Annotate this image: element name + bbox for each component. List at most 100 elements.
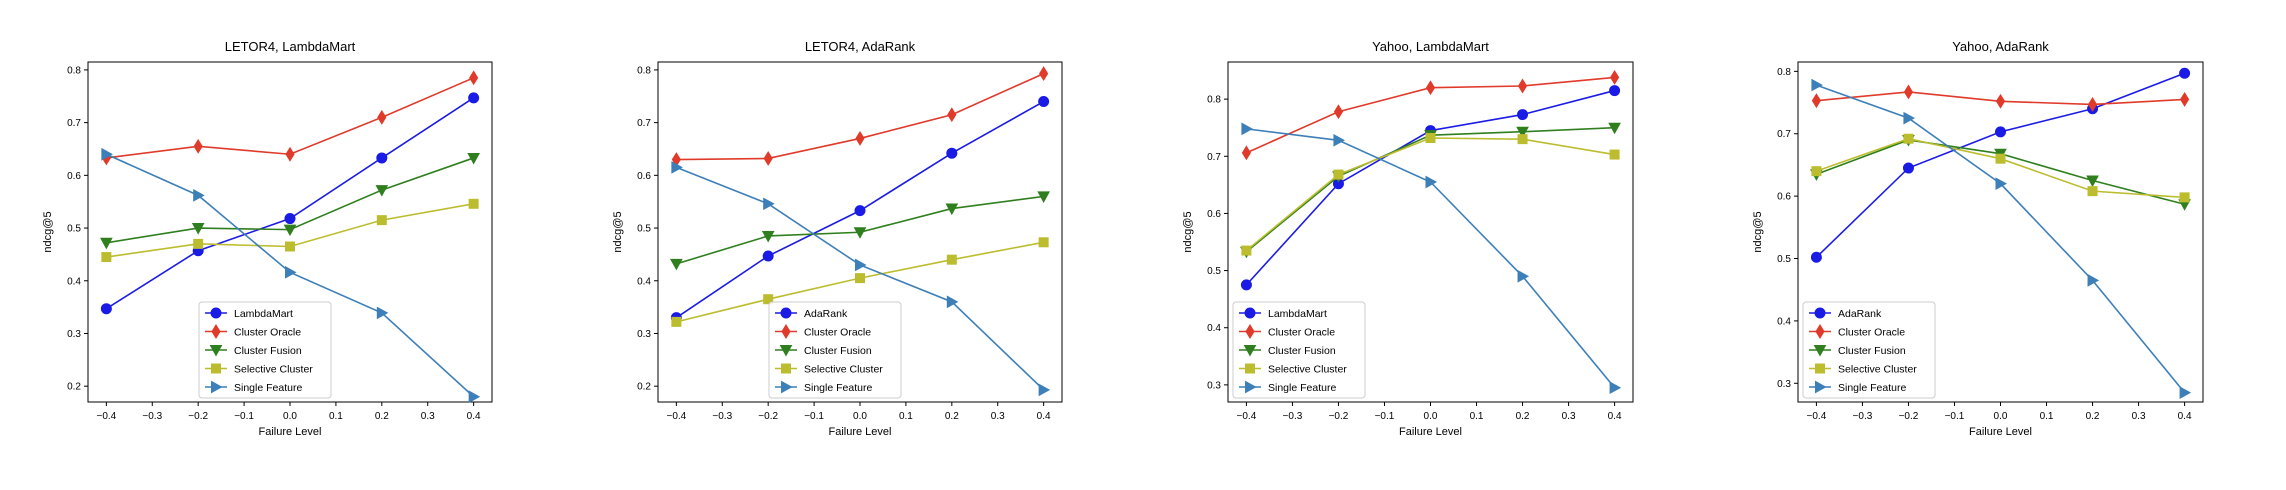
legend-item: Selective Cluster <box>1239 363 1347 375</box>
y-tick-label: 0.7 <box>1777 129 1791 140</box>
data-point <box>2087 96 2098 112</box>
series-line <box>1816 137 2185 199</box>
data-point <box>2179 386 2192 399</box>
legend-label: Cluster Oracle <box>1838 326 1905 338</box>
data-point <box>468 390 481 404</box>
data-point <box>468 198 479 209</box>
legend-label: LambdaMart <box>234 308 293 320</box>
data-point <box>854 205 866 217</box>
data-point <box>855 130 865 146</box>
data-point <box>467 152 480 165</box>
x-tick-label: 0.4 <box>1037 411 1051 422</box>
legend-label: Cluster Fusion <box>234 345 302 357</box>
legend-item: Cluster Fusion <box>775 345 872 357</box>
series-single-feature <box>101 147 481 404</box>
legend-label: Cluster Fusion <box>1268 345 1336 357</box>
legend-label: Cluster Oracle <box>234 326 301 338</box>
y-tick-label: 0.6 <box>637 171 651 182</box>
data-point <box>1995 153 2006 164</box>
legend-label: Single Feature <box>804 382 872 394</box>
y-tick-label: 0.6 <box>1777 192 1791 203</box>
legend-item: Cluster Oracle <box>205 324 301 339</box>
data-point <box>1517 269 1530 283</box>
chart-panel: Yahoo, LambdaMart −0.4 −0.3 −0.2 −0.1 0.0 0.1 0… <box>1182 39 1634 438</box>
x-tick-label: −0.1 <box>1945 411 1965 422</box>
legend-marker <box>780 307 792 319</box>
data-point <box>101 252 112 263</box>
x-tick-label: −0.1 <box>234 411 254 422</box>
series-line <box>676 72 1044 161</box>
legend-marker <box>209 345 223 357</box>
legend-item: Selective Cluster <box>775 363 883 375</box>
x-tick-label: 0.4 <box>2178 411 2192 422</box>
data-point <box>1333 104 1344 120</box>
data-point <box>1038 96 1050 108</box>
legend-label: Cluster Fusion <box>1838 345 1906 357</box>
legend-marker <box>1813 345 1827 357</box>
legend-marker <box>211 363 221 374</box>
x-tick-label: −0.4 <box>1237 411 1257 422</box>
x-tick-label: −0.3 <box>712 411 732 422</box>
data-point <box>763 197 775 211</box>
legend-label: AdaRank <box>804 308 848 320</box>
data-point <box>1517 109 1529 121</box>
data-point <box>191 223 205 235</box>
data-point <box>285 265 297 279</box>
data-point <box>761 230 775 243</box>
data-point <box>284 213 296 225</box>
data-point <box>193 238 204 249</box>
series-adarank <box>1810 67 2191 263</box>
x-tick-label: 0.0 <box>283 411 297 422</box>
y-tick-label: 0.3 <box>1207 380 1221 391</box>
data-point <box>946 295 959 309</box>
x-tick-label: −0.2 <box>188 411 208 422</box>
series-selective-cluster <box>1241 133 1620 256</box>
legend-marker <box>781 380 793 394</box>
x-tick-label: −0.2 <box>1899 411 1919 422</box>
x-tick-label: −0.4 <box>1807 411 1827 422</box>
y-tick-label: 0.8 <box>1777 67 1791 78</box>
legend-item: Cluster Oracle <box>1239 324 1335 339</box>
y-tick-label: 0.6 <box>67 171 81 182</box>
data-point <box>1608 122 1621 135</box>
series-single-feature <box>671 161 1051 397</box>
data-point <box>1810 251 1822 263</box>
chart-title: Yahoo, AdaRank <box>1952 39 2049 54</box>
x-axis-label: Failure Level <box>1969 426 2032 438</box>
series-lambdamart <box>100 92 480 315</box>
chart-title: LETOR4, LambdaMart <box>225 39 356 54</box>
legend-item: LambdaMart <box>205 307 293 320</box>
series-selective-cluster <box>671 237 1049 327</box>
legend-box <box>1802 301 1936 399</box>
y-tick-label: 0.3 <box>67 329 81 340</box>
data-point <box>1609 149 1620 160</box>
data-point <box>283 224 297 237</box>
data-point <box>1241 245 1252 256</box>
series-selective-cluster <box>101 198 479 263</box>
data-point <box>855 258 867 272</box>
data-point <box>285 241 295 252</box>
data-point <box>1811 166 1822 177</box>
x-tick-label: 0.0 <box>853 411 867 422</box>
series-line <box>105 97 475 310</box>
x-tick-label: 0.3 <box>1562 411 1576 422</box>
x-axis-label: Failure Level <box>259 426 322 438</box>
data-point <box>1903 84 1914 100</box>
data-point <box>2087 186 2098 197</box>
legend-item: Cluster Fusion <box>1809 345 1906 357</box>
y-tick-label: 0.7 <box>1207 152 1221 163</box>
legend-marker <box>781 363 791 374</box>
series-single-feature <box>1811 78 2192 399</box>
legend-label: Single Feature <box>234 382 302 394</box>
data-point <box>763 294 774 305</box>
legend: LambdaMart Cluster Oracle Cluster Fusion Se… <box>1232 301 1366 399</box>
chart-title: LETOR4, AdaRank <box>805 39 916 54</box>
series-lambdamart <box>1240 85 1621 291</box>
series-cluster-oracle <box>1811 84 2190 112</box>
data-point <box>671 161 683 174</box>
x-tick-label: 0.2 <box>945 411 959 422</box>
x-tick-label: 0.3 <box>421 411 435 422</box>
data-point <box>1610 69 1620 85</box>
data-point <box>101 147 113 161</box>
y-tick-label: 0.8 <box>637 65 651 76</box>
